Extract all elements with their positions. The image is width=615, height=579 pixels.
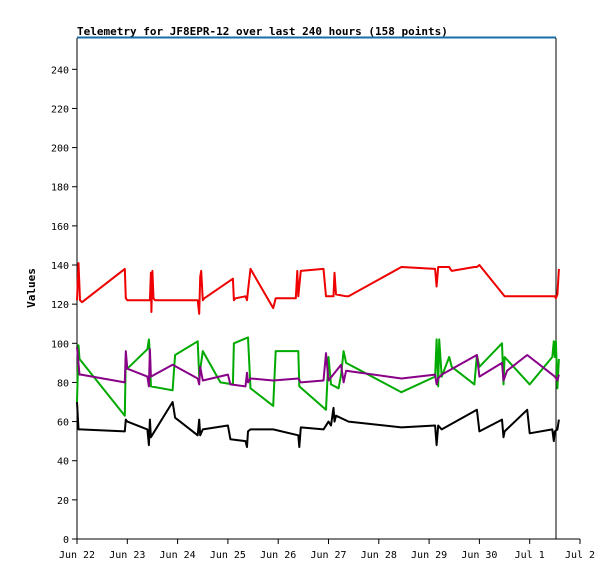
x-tick-label: Jun 29 [411, 550, 447, 561]
y-tick-label: 220 [51, 104, 69, 115]
chart-title: Telemetry for JF8EPR-12 over last 240 ho… [77, 25, 448, 38]
x-tick-label: Jul 2 [565, 550, 595, 561]
x-tick-label: Jun 28 [361, 550, 397, 561]
y-tick-label: 120 [51, 300, 69, 311]
y-tick-label: 0 [63, 535, 69, 546]
series-line-1 [76, 262, 560, 315]
x-tick-label: Jun 26 [260, 550, 296, 561]
x-tick-label: Jul 1 [515, 550, 545, 561]
series-line-4 [76, 401, 560, 448]
y-tick-label: 240 [51, 65, 69, 76]
y-tick-label: 40 [57, 457, 69, 468]
y-tick-label: 80 [57, 378, 69, 389]
y-tick-label: 20 [57, 496, 69, 507]
y-tick-label: 60 [57, 418, 69, 429]
y-tick-label: 100 [51, 339, 69, 350]
y-tick-label: 140 [51, 261, 69, 272]
series-line-3 [76, 347, 560, 388]
y-tick-label: 160 [51, 222, 69, 233]
x-tick-label: Jun 22 [59, 550, 95, 561]
x-tick-label: Jun 24 [160, 550, 196, 561]
x-tick-label: Jun 27 [310, 550, 346, 561]
series-group [76, 262, 560, 448]
x-tick-label: Jun 23 [109, 550, 145, 561]
y-tick-label: 180 [51, 183, 69, 194]
y-axis-label: Values [25, 268, 38, 308]
y-tick-label: 200 [51, 144, 69, 155]
x-tick-label: Jun 25 [210, 550, 246, 561]
x-tick-label: Jun 30 [461, 550, 497, 561]
axes: 0 20 40 60 80 100 120 140 160 180 200 220 240 Jun 22 J… [51, 38, 595, 561]
